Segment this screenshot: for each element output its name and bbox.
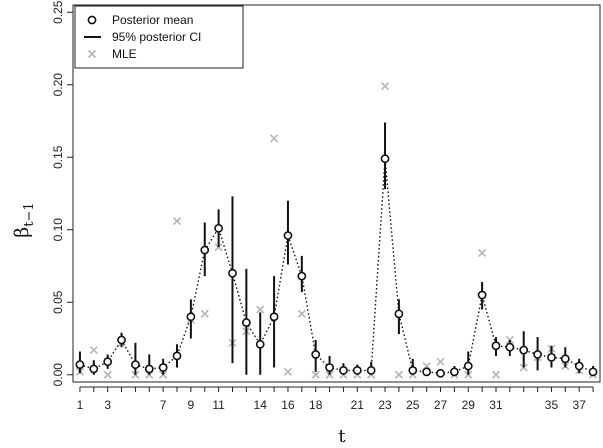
posterior-mean-point [547,352,556,362]
x-tick-label: 18 [309,398,323,412]
posterior-mean-point [366,365,376,375]
y-tick-label: 0.10 [51,218,65,242]
posterior-mean-point [103,357,113,367]
mle-point [478,248,487,258]
legend-label-mle: MLE [112,47,137,61]
posterior-mean-point [241,318,251,327]
posterior-mean-point [131,360,140,369]
posterior-mean-point [269,312,279,322]
x-tick-label: 3 [104,398,111,412]
mle-point [89,346,98,355]
posterior-mean-point [117,335,126,345]
legend-circle-icon [87,15,97,25]
y-axis-title: βt−1 [11,202,37,237]
posterior-mean-point [339,365,348,375]
y-tick-label: 0.25 [51,0,65,24]
posterior-mean-point [352,365,362,375]
posterior-mean-point [380,154,390,164]
x-tick-label: 25 [406,398,420,412]
y-axis-title-main: β [11,227,33,238]
x-tick-label: 27 [434,398,448,412]
y-tick-label: 0.15 [51,145,65,169]
posterior-mean-point [463,361,473,371]
mle-point [436,357,445,366]
posterior-mean-point [144,364,154,374]
legend-cross-icon [87,49,97,59]
posterior-mean-point [422,367,432,377]
mle-point [394,370,403,379]
y-tick-label: 0.20 [51,73,65,97]
posterior-mean-point [255,339,265,349]
x-axis: 1 3 7 9 11 14 16 18 21 23 25 27 29 31 35 37 [77,386,594,412]
posterior-mean-point [297,271,307,281]
posterior-mean-point [477,290,487,300]
legend-label-ci: 95% posterior CI [112,30,201,44]
mle-point [256,305,265,314]
posterior-mean-point [491,341,501,351]
x-axis-title: t [338,426,346,447]
posterior-mean-curve [79,158,594,375]
posterior-mean-point [172,351,182,361]
mle-point [103,370,112,379]
posterior-mean-point [533,350,542,359]
mle-point [172,216,182,226]
posterior-mean-point [214,223,224,233]
legend-item-posterior-mean: Posterior mean [87,13,193,27]
x-tick-label: 9 [188,398,195,412]
mle-point [297,309,306,318]
posterior-mean-curve-line [79,158,594,375]
x-tick-label: 35 [545,398,559,412]
y-tick-label: 0.00 [51,363,65,387]
posterior-mean-point [408,365,418,375]
posterior-mean-point [200,245,210,255]
posterior-mean-point [158,363,168,372]
y-axis-title-subscript: t−1 [22,202,37,226]
mle-point [270,134,279,143]
posterior-mean-point [228,268,237,278]
posterior-mean-point [436,368,445,378]
posterior-mean-point [283,231,293,240]
mle-point [283,367,293,376]
y-tick-label: 0.05 [51,290,65,314]
x-tick-label: 21 [351,398,365,412]
posterior-mean-point [394,309,404,319]
posterior-mean-point [75,360,85,369]
posterior-mean-point [89,364,99,374]
x-tick-label: 37 [573,398,587,412]
posterior-mean-point [505,342,515,352]
x-tick-label: 14 [254,398,268,412]
posterior-mean-point [560,354,570,364]
mle-point [311,370,320,379]
legend-item-mle: MLE [87,47,137,61]
mle-point [491,370,501,379]
y-axis: 0.00 0.05 0.10 0.15 0.20 0.25 [51,0,73,386]
legend-label-posterior-mean: Posterior mean [112,13,193,27]
x-tick-label: 29 [462,398,476,412]
x-tick-label: 31 [489,398,503,412]
x-tick-label: 1 [77,398,84,412]
posterior-mean-point [574,361,584,371]
mle-point [380,82,390,91]
legend: Posterior mean 95% posterior CI MLE [74,5,244,69]
posterior-mean-point [325,363,334,372]
plot-frame [72,4,601,383]
legend-item-ci: 95% posterior CI [84,30,201,44]
posterior-mean-series [75,154,598,378]
posterior-mean-point [588,367,598,377]
x-tick-label: 11 [212,398,225,412]
posterior-mean-point [449,367,459,377]
posterior-mean-point [519,345,529,355]
x-tick-label: 7 [160,398,167,412]
x-tick-label: 23 [378,398,392,412]
x-tick-label: 16 [281,398,295,412]
mle-point [200,309,209,318]
legend-box [74,5,244,69]
posterior-mean-point [311,350,321,359]
svg-text:βt−1: βt−1 [11,202,37,237]
posterior-mean-point [186,312,196,322]
